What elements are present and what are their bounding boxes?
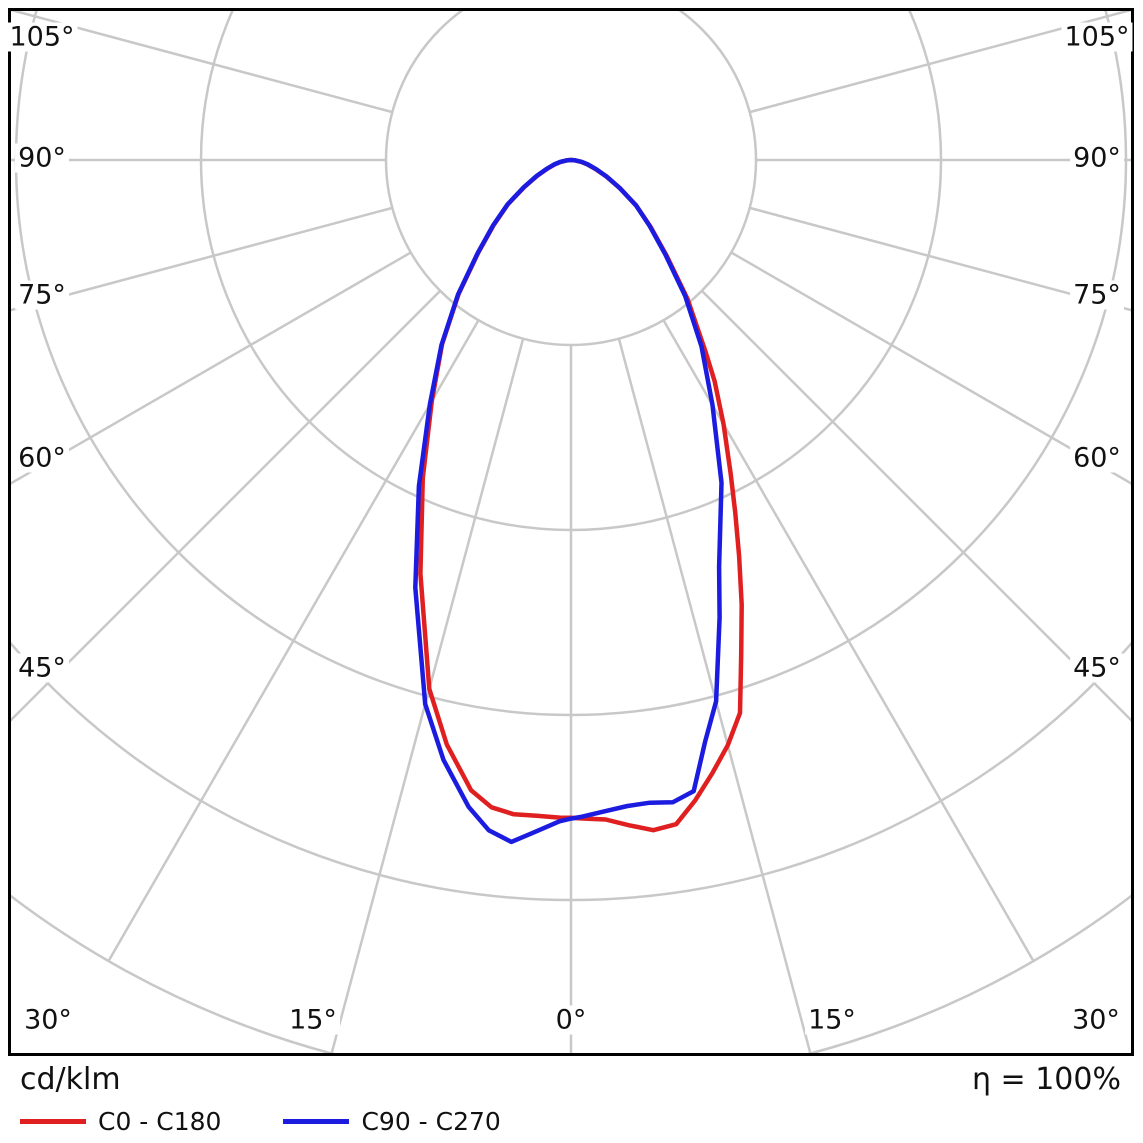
angle-label-right-105: 105°	[1061, 22, 1133, 52]
angle-label-right-90: 90°	[1070, 143, 1124, 173]
legend-swatch-c90-c270	[283, 1118, 350, 1124]
legend: C0 - C180 C90 - C270	[20, 1103, 563, 1139]
efficiency-label: η = 100%	[972, 1062, 1121, 1097]
legend-label-c90-c270: C90 - C270	[361, 1106, 501, 1136]
legend-item-c0-c180: C0 - C180	[20, 1107, 221, 1136]
angle-label-right-60: 60°	[1070, 443, 1124, 473]
angle-label-left-105: 105°	[6, 22, 78, 52]
angle-label-bottom-15l: 15°	[286, 1005, 340, 1035]
angle-label-bottom-15r: 15°	[805, 1005, 859, 1035]
angle-label-right-45: 45°	[1070, 653, 1124, 683]
angle-label-left-60: 60°	[15, 443, 69, 473]
angle-label-bottom-0: 0°	[552, 1005, 590, 1035]
angle-label-left-45: 45°	[15, 653, 69, 683]
intensity-curves	[413, 157, 744, 845]
legend-item-c90-c270: C90 - C270	[283, 1106, 501, 1136]
angle-label-left-75: 75°	[15, 280, 69, 310]
polar-chart	[11, 11, 1131, 1053]
angle-label-bottom-30l: 30°	[21, 1005, 75, 1035]
radial-unit-label: cd/klm	[20, 1062, 121, 1097]
legend-label-c0-c180: C0 - C180	[98, 1106, 222, 1136]
angle-label-left-90: 90°	[15, 143, 69, 173]
legend-swatch-c0-c180	[20, 1118, 86, 1124]
angle-label-right-75: 75°	[1070, 280, 1124, 310]
angle-label-bottom-30r: 30°	[1069, 1005, 1123, 1035]
polar-grid	[11, 11, 1131, 1053]
